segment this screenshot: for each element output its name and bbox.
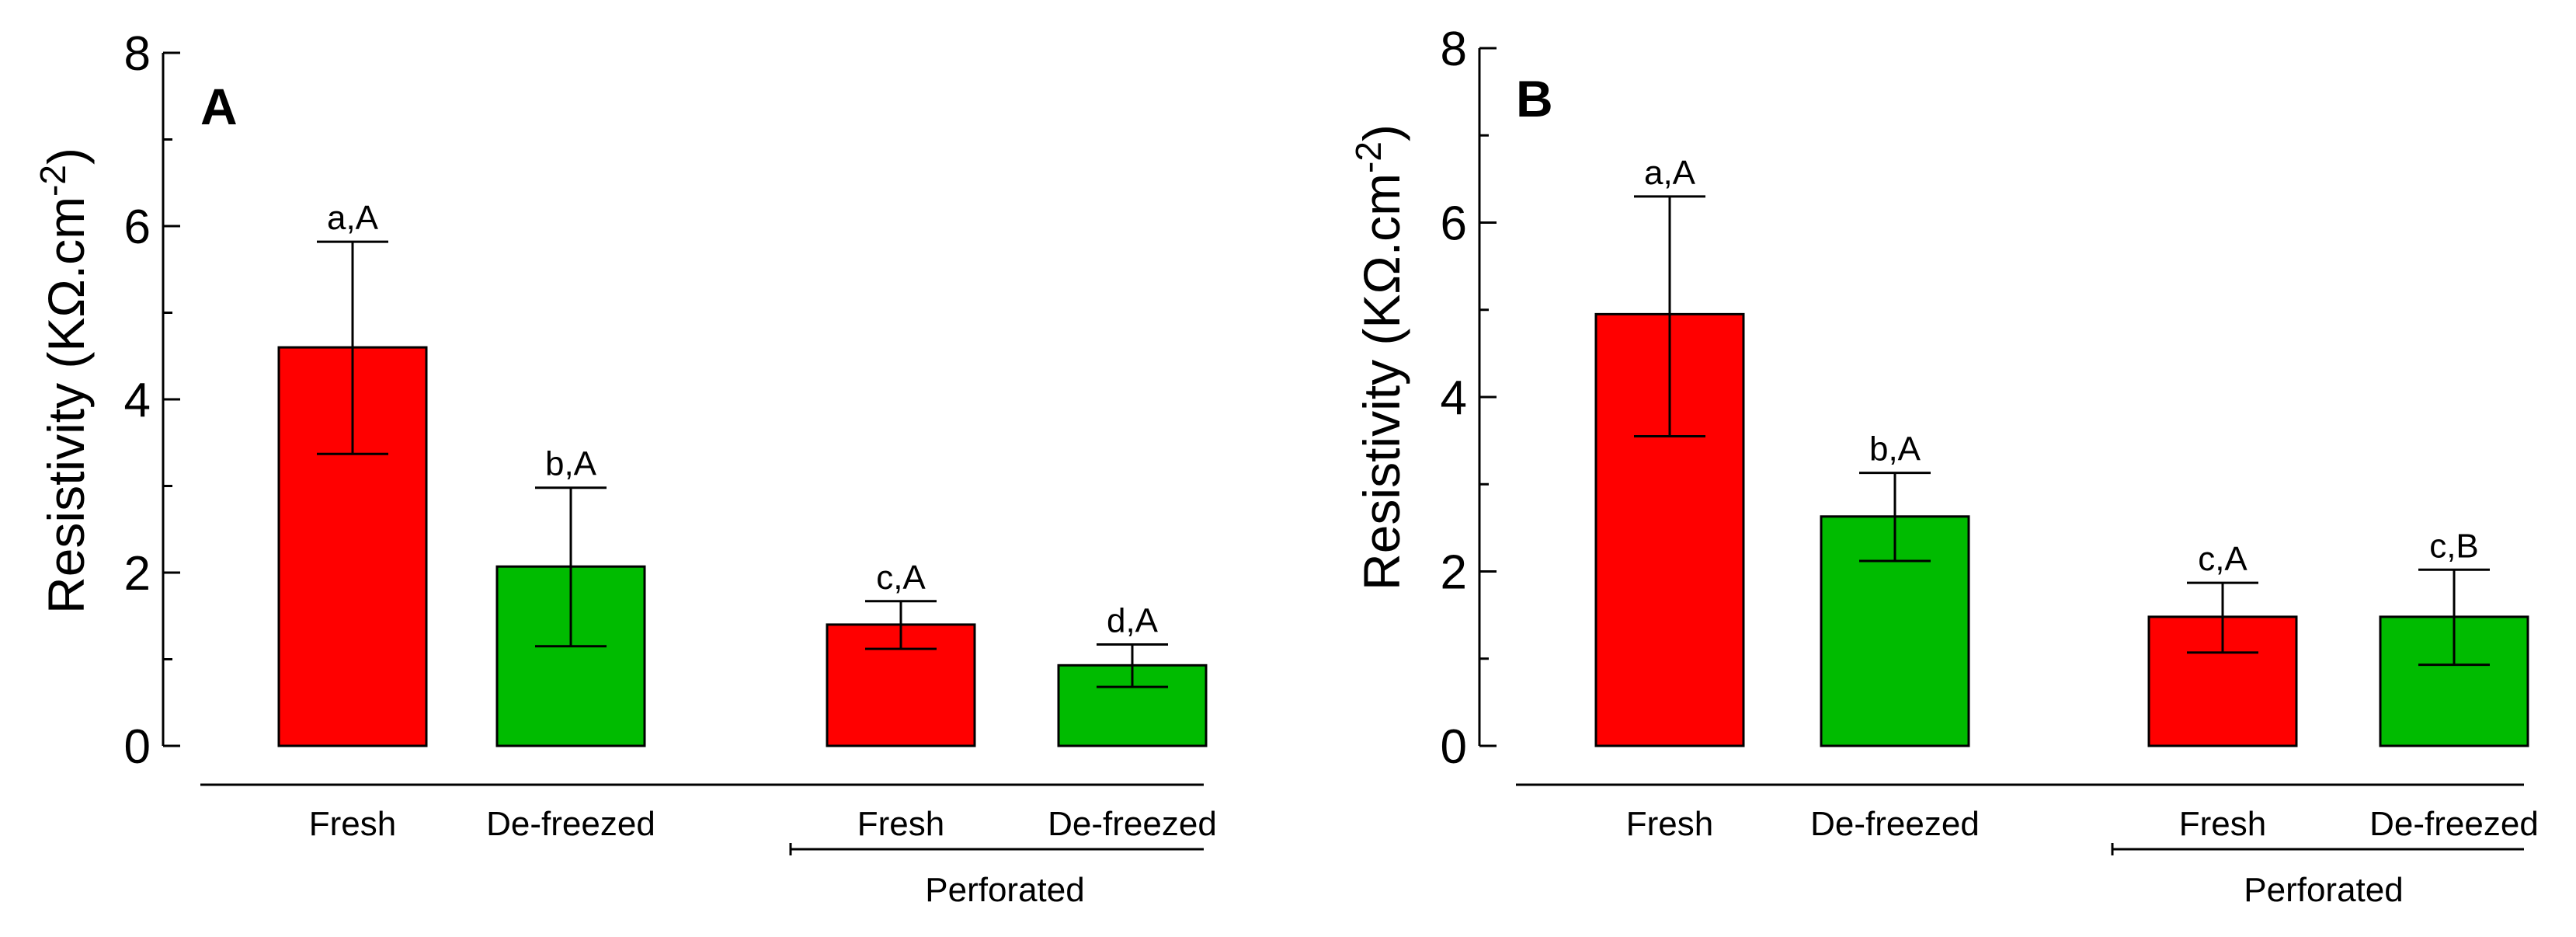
y-axis-label: Resistivity (KΩ.cm-2)	[33, 148, 95, 614]
y-axis-label-exponent: -2	[1348, 141, 1389, 173]
panel-letter: B	[1516, 70, 1553, 127]
y-tick-label: 0	[1441, 720, 1467, 774]
category-label: Fresh	[2179, 805, 2266, 843]
significance-label: b,A	[1869, 430, 1921, 468]
significance-label: a,A	[327, 199, 379, 237]
y-axis-label-main: Resistivity (KΩ.cm	[37, 197, 95, 614]
group-label: Perforated	[2244, 871, 2403, 909]
y-axis-label-main: Resistivity (KΩ.cm	[1353, 173, 1410, 590]
category-label: De-freezed	[2369, 805, 2539, 843]
significance-label: c,A	[876, 559, 926, 597]
group-label: Perforated	[925, 871, 1084, 909]
y-tick-label: 2	[124, 547, 151, 601]
y-tick-label: 6	[1441, 197, 1467, 251]
y-axis-label-close: )	[37, 148, 95, 165]
y-tick-label: 4	[124, 374, 151, 427]
y-tick-label: 0	[124, 720, 151, 774]
panel-letter: A	[200, 78, 238, 135]
significance-label: b,A	[545, 445, 597, 483]
significance-label: d,A	[1107, 602, 1159, 640]
y-tick-label: 6	[124, 200, 151, 254]
y-tick-label: 8	[1441, 23, 1467, 76]
category-label: De-freezed	[1810, 805, 1980, 843]
y-axis-label-exponent: -2	[33, 165, 73, 197]
category-label: De-freezed	[486, 805, 655, 843]
y-axis-label-close: )	[1353, 124, 1410, 141]
category-label: Fresh	[857, 805, 944, 843]
significance-label: c,B	[2429, 527, 2479, 565]
y-tick-label: 2	[1441, 546, 1467, 600]
category-label: Fresh	[1626, 805, 1713, 843]
y-tick-label: 4	[1441, 371, 1467, 425]
significance-label: c,A	[2198, 540, 2247, 578]
significance-label: a,A	[1644, 154, 1696, 192]
category-label: De-freezed	[1048, 805, 1217, 843]
y-axis-label: Resistivity (KΩ.cm-2)	[1348, 124, 1410, 590]
bar	[1057, 664, 1208, 747]
panel-b: B Resistivity (KΩ.cm-2) Perforated 0 2 4 6 8…	[1348, 23, 2539, 909]
y-tick-label: 8	[124, 27, 151, 81]
panel-a: A Resistivity (KΩ.cm-2) Perforated 0 2 4 6 8…	[33, 27, 1217, 909]
category-label: Fresh	[309, 805, 396, 843]
